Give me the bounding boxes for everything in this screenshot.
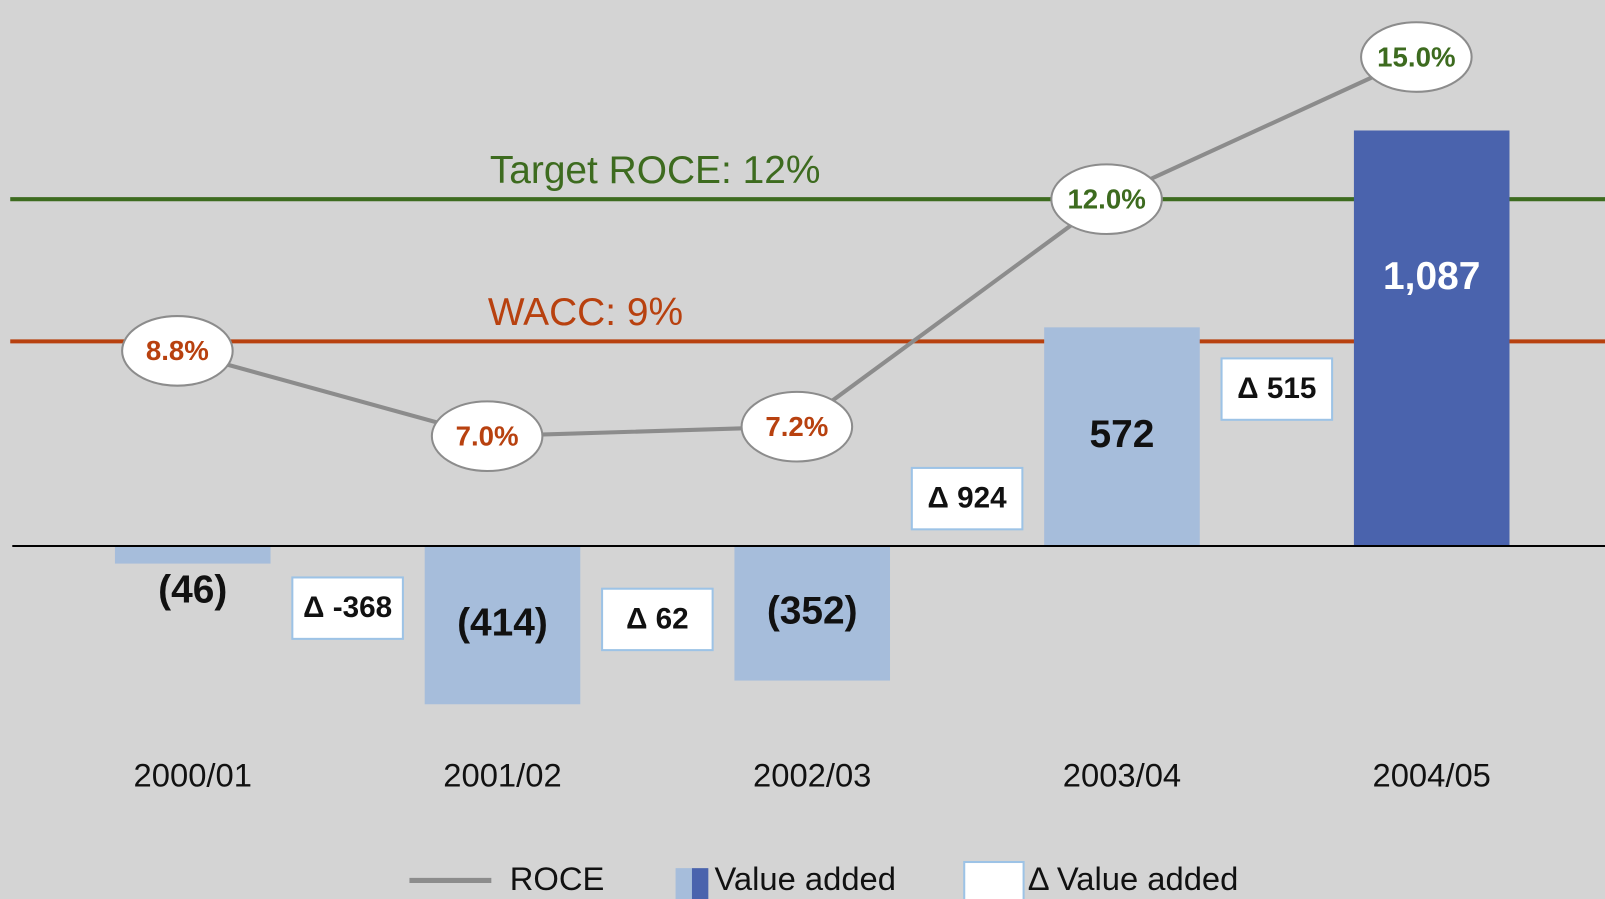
roce-label: 15.0% xyxy=(1377,41,1455,72)
delta-label: Δ 924 xyxy=(928,482,1008,515)
x-tick-label: 2001/02 xyxy=(443,757,561,794)
reference-label: WACC: 9% xyxy=(488,291,683,334)
bar xyxy=(1353,130,1510,547)
delta-box xyxy=(601,587,714,652)
roce-marker xyxy=(1050,163,1163,236)
delta-box xyxy=(291,576,404,640)
reference-label: Target ROCE: 12% xyxy=(490,149,821,192)
roce-label: 7.0% xyxy=(456,421,519,452)
bar xyxy=(1044,327,1200,547)
roce-label: 7.2% xyxy=(765,411,828,442)
roce-label: 8.8% xyxy=(146,335,209,366)
x-tick-label: 2000/01 xyxy=(134,757,252,794)
roce-marker xyxy=(740,390,854,463)
legend-swatch xyxy=(963,860,1025,899)
bar-value-label: 1,087 xyxy=(1383,255,1480,298)
bar-value-label: 572 xyxy=(1090,413,1155,456)
roce-marker xyxy=(1360,21,1473,93)
delta-label: Δ 62 xyxy=(626,602,689,635)
x-tick-label: 2003/04 xyxy=(1063,757,1181,794)
bar-value-label: (46) xyxy=(158,569,227,612)
bar xyxy=(424,546,581,705)
bar-value-label: (414) xyxy=(457,601,548,644)
x-tick-label: 2004/05 xyxy=(1373,757,1491,794)
roce-marker xyxy=(121,315,234,387)
bar xyxy=(114,546,271,564)
delta-label: Δ 515 xyxy=(1237,372,1316,405)
roce-marker xyxy=(430,400,544,472)
x-tick-label: 2002/03 xyxy=(753,757,871,794)
bar-value-label: (352) xyxy=(767,590,858,633)
roce-label: 12.0% xyxy=(1067,184,1145,215)
delta-box xyxy=(1220,357,1334,421)
legend-swatch xyxy=(675,868,692,899)
bar xyxy=(734,546,891,681)
legend-label: ROCE xyxy=(510,860,605,897)
legend-label: Value added xyxy=(714,860,896,897)
delta-label: Δ -368 xyxy=(303,591,392,624)
legend-label: Δ Value added xyxy=(1028,860,1239,897)
delta-box xyxy=(910,466,1024,531)
legend-swatch xyxy=(691,868,709,899)
